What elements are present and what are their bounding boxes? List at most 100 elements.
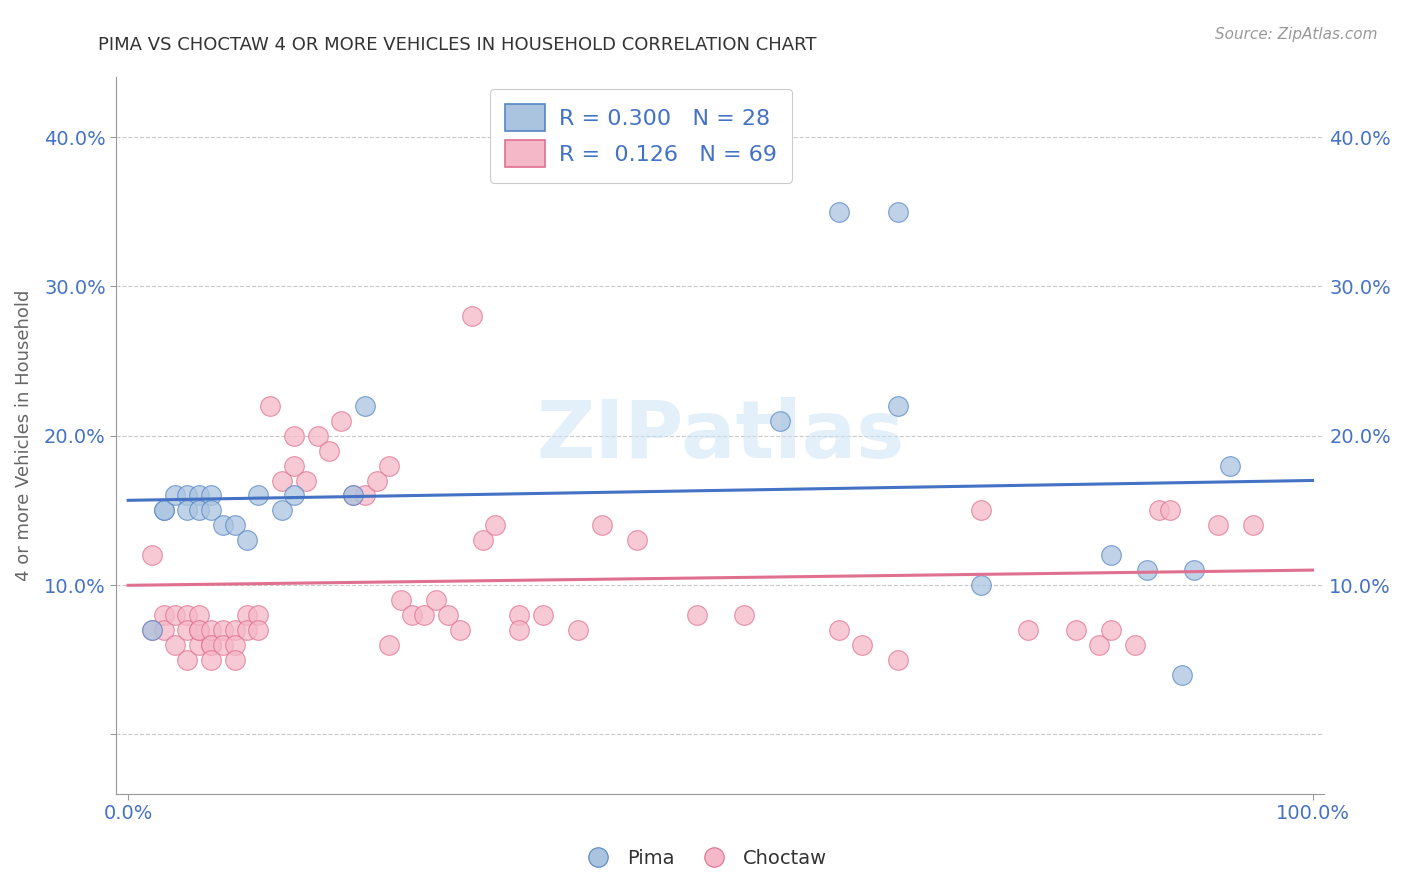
Point bbox=[425, 593, 447, 607]
Point bbox=[152, 607, 174, 622]
Point bbox=[354, 488, 377, 502]
Point bbox=[1159, 503, 1181, 517]
Point bbox=[531, 607, 554, 622]
Point bbox=[733, 607, 755, 622]
Point bbox=[1064, 623, 1087, 637]
Point bbox=[141, 623, 163, 637]
Point bbox=[200, 488, 222, 502]
Point bbox=[1099, 548, 1122, 562]
Point bbox=[366, 474, 388, 488]
Point bbox=[141, 548, 163, 562]
Point bbox=[1182, 563, 1205, 577]
Text: ZIPatlas: ZIPatlas bbox=[536, 397, 904, 475]
Point bbox=[449, 623, 471, 637]
Point bbox=[152, 503, 174, 517]
Point bbox=[188, 503, 211, 517]
Point bbox=[591, 518, 613, 533]
Point bbox=[200, 638, 222, 652]
Point bbox=[330, 414, 353, 428]
Point bbox=[1123, 638, 1146, 652]
Point bbox=[176, 503, 198, 517]
Point bbox=[200, 623, 222, 637]
Point bbox=[437, 607, 460, 622]
Point bbox=[508, 607, 530, 622]
Legend: Pima, Choctaw: Pima, Choctaw bbox=[569, 839, 837, 878]
Point bbox=[1206, 518, 1229, 533]
Text: Source: ZipAtlas.com: Source: ZipAtlas.com bbox=[1215, 27, 1378, 42]
Point bbox=[413, 607, 436, 622]
Point bbox=[567, 623, 589, 637]
Point bbox=[318, 443, 340, 458]
Point bbox=[342, 488, 364, 502]
Point bbox=[626, 533, 648, 548]
Point bbox=[247, 488, 270, 502]
Point bbox=[307, 429, 329, 443]
Point bbox=[828, 623, 851, 637]
Point bbox=[212, 518, 235, 533]
Point bbox=[828, 204, 851, 219]
Point bbox=[235, 607, 257, 622]
Point bbox=[685, 607, 707, 622]
Point bbox=[152, 503, 174, 517]
Point bbox=[1241, 518, 1264, 533]
Point bbox=[247, 607, 270, 622]
Point bbox=[1099, 623, 1122, 637]
Point bbox=[176, 653, 198, 667]
Point bbox=[342, 488, 364, 502]
Point bbox=[188, 607, 211, 622]
Point bbox=[224, 623, 246, 637]
Point bbox=[389, 593, 412, 607]
Point bbox=[176, 488, 198, 502]
Point bbox=[354, 399, 377, 413]
Point bbox=[212, 638, 235, 652]
Point bbox=[1017, 623, 1039, 637]
Point bbox=[294, 474, 316, 488]
Point bbox=[377, 638, 399, 652]
Point bbox=[188, 638, 211, 652]
Point bbox=[401, 607, 423, 622]
Point bbox=[271, 503, 294, 517]
Point bbox=[887, 399, 910, 413]
Point bbox=[271, 474, 294, 488]
Point bbox=[176, 607, 198, 622]
Point bbox=[247, 623, 270, 637]
Point bbox=[1147, 503, 1170, 517]
Point bbox=[970, 578, 993, 592]
Point bbox=[188, 623, 211, 637]
Point bbox=[887, 204, 910, 219]
Point bbox=[1088, 638, 1111, 652]
Point bbox=[377, 458, 399, 473]
Point bbox=[188, 623, 211, 637]
Point bbox=[472, 533, 495, 548]
Point bbox=[200, 653, 222, 667]
Point bbox=[460, 310, 482, 324]
Point bbox=[224, 653, 246, 667]
Point bbox=[176, 623, 198, 637]
Point bbox=[235, 623, 257, 637]
Point bbox=[200, 638, 222, 652]
Point bbox=[224, 518, 246, 533]
Point bbox=[212, 623, 235, 637]
Point bbox=[1171, 667, 1194, 681]
Point bbox=[1219, 458, 1241, 473]
Point bbox=[283, 458, 305, 473]
Point bbox=[851, 638, 873, 652]
Point bbox=[188, 488, 211, 502]
Point bbox=[887, 653, 910, 667]
Point bbox=[283, 488, 305, 502]
Point bbox=[165, 607, 187, 622]
Point bbox=[200, 503, 222, 517]
Point bbox=[1136, 563, 1159, 577]
Point bbox=[165, 488, 187, 502]
Point bbox=[508, 623, 530, 637]
Point bbox=[152, 623, 174, 637]
Point bbox=[165, 638, 187, 652]
Point bbox=[235, 533, 257, 548]
Point bbox=[141, 623, 163, 637]
Text: PIMA VS CHOCTAW 4 OR MORE VEHICLES IN HOUSEHOLD CORRELATION CHART: PIMA VS CHOCTAW 4 OR MORE VEHICLES IN HO… bbox=[98, 36, 817, 54]
Point bbox=[484, 518, 506, 533]
Legend: R = 0.300   N = 28, R =  0.126   N = 69: R = 0.300 N = 28, R = 0.126 N = 69 bbox=[489, 88, 792, 183]
Point bbox=[970, 503, 993, 517]
Point bbox=[224, 638, 246, 652]
Point bbox=[259, 399, 281, 413]
